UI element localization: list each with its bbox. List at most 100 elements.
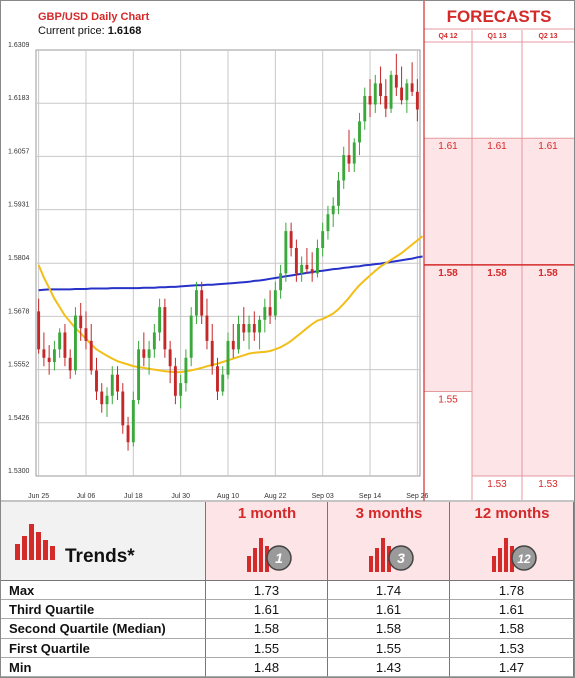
trends-row-label: Second Quartile (Median) [1, 619, 206, 639]
trends-row-value: 1.61 [450, 600, 574, 620]
badge-circle [511, 545, 537, 571]
candle-body [363, 96, 367, 122]
y-tick-label: 1.5931 [8, 202, 30, 209]
forecast-level-label: 1.53 [487, 479, 507, 490]
trends-row-value: 1.73 [206, 581, 328, 601]
candle-body [226, 340, 230, 375]
candle-body [231, 340, 235, 350]
candle-body [110, 374, 114, 396]
badge-bar [259, 538, 263, 572]
candle-body [394, 74, 398, 88]
trends-row-label: First Quartile [1, 638, 206, 658]
bar-chart-badge-icon: 1 [247, 538, 292, 572]
badge-bar [492, 556, 496, 572]
candle-body [152, 332, 156, 350]
candle-body [368, 96, 372, 105]
x-tick-label: Aug 22 [264, 493, 286, 500]
forecasts-title: FORECASTS [447, 7, 552, 26]
trends-row-value: 1.55 [206, 638, 328, 658]
trends-title: Trends* [65, 546, 135, 567]
candle-body [163, 307, 167, 350]
candle-body [315, 248, 319, 274]
candle-body [210, 340, 214, 367]
candle-body [47, 357, 51, 363]
forecast-level-label: 1.61 [538, 141, 558, 152]
y-tick-label: 1.5678 [8, 308, 30, 315]
bar-chart-badge-icon: 12 [492, 538, 537, 572]
candle-body [42, 349, 46, 358]
candle-body [289, 231, 293, 249]
forecast-level-label: 1.58 [487, 268, 507, 279]
trends-column-label: 1 month [237, 505, 297, 522]
candle-body [84, 328, 88, 341]
forecast-column-header: Q2 13 [538, 33, 557, 40]
candle-body [126, 425, 130, 443]
badge-bar [381, 538, 385, 572]
candle-body [95, 370, 98, 392]
x-tick-label: Sep 14 [359, 493, 381, 500]
forecast-band [522, 138, 574, 476]
badge-number: 1 [275, 550, 283, 566]
candle-body [68, 357, 72, 371]
candle-body [405, 83, 409, 101]
trends-row-label: Max [1, 581, 206, 601]
candle-body [415, 91, 419, 110]
badge-circle [266, 545, 292, 571]
badge-bar [247, 556, 251, 572]
trends-row-value: 1.61 [206, 600, 328, 620]
bar-chart-icon-bar [22, 536, 27, 560]
trends-row-value: 1.61 [328, 600, 450, 620]
candle-body [252, 324, 256, 333]
y-tick-label: 1.5552 [8, 362, 30, 369]
candle-body [352, 142, 356, 164]
candle-body [221, 374, 225, 392]
trends-row-value: 1.58 [328, 619, 450, 639]
candle-body [268, 307, 272, 316]
trends-header-cell [1, 502, 206, 581]
trends-row-value: 1.53 [450, 638, 574, 658]
bar-chart-icon-bar [43, 540, 48, 560]
trends-row-label: Third Quartile [1, 600, 206, 620]
chart-title: GBP/USD Daily Chart [38, 11, 150, 23]
candle-body [258, 319, 262, 333]
trends-row-value: 1.58 [450, 619, 574, 639]
candle-body [326, 214, 330, 232]
candle-body [168, 349, 172, 367]
forecast-level-label: 1.58 [438, 268, 458, 279]
candle-body [279, 273, 283, 291]
candle-body [79, 315, 83, 329]
x-tick-label: Aug 10 [217, 493, 239, 500]
forecast-level-label: 1.61 [438, 141, 458, 152]
trends-row-value: 1.47 [450, 657, 574, 677]
current-price-line: Current price: 1.6168 [38, 25, 141, 37]
moving-average-long [38, 255, 423, 292]
candle-body [89, 340, 93, 371]
forecast-band [472, 138, 522, 476]
candle-body [294, 248, 298, 274]
candle-body [273, 290, 277, 316]
candle-body [173, 366, 177, 396]
trends-row-value: 1.78 [450, 581, 574, 601]
candle-body [321, 231, 325, 249]
candle-body [373, 83, 377, 105]
x-tick-label: Jul 06 [77, 493, 96, 500]
candle-body [184, 357, 188, 384]
bar-chart-icon-bar [15, 544, 20, 560]
candle-body [74, 315, 77, 371]
candle-body [389, 74, 393, 109]
badge-bar [375, 548, 379, 572]
candle-body [131, 400, 135, 443]
candle-body [300, 264, 304, 274]
bar-chart-icon-bar [29, 524, 34, 560]
candle-body [189, 315, 193, 358]
bar-chart-icon [15, 524, 55, 560]
candle-body [142, 349, 146, 358]
candle-body [147, 349, 151, 358]
candle-body [52, 349, 56, 363]
candle-body [347, 155, 351, 164]
trends-row-value: 1.55 [328, 638, 450, 658]
candle-body [305, 264, 309, 270]
bar-chart-badge-icon: 3 [369, 538, 414, 572]
candle-body [358, 121, 361, 143]
